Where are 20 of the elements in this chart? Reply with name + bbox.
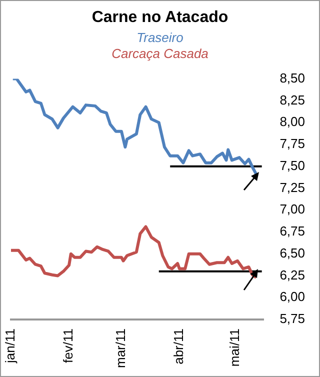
y-tick-label: 8,00	[280, 114, 306, 130]
y-tick-label: 5,75	[280, 311, 306, 326]
x-tick-label: abr/11	[171, 328, 186, 364]
y-tick-label: 7,00	[280, 202, 306, 217]
y-tick-label: 6,75	[280, 224, 306, 239]
x-tick-label: jan/11	[2, 328, 18, 364]
y-tick-label: 8,25	[280, 92, 306, 108]
y-tick-label: 7,75	[280, 136, 306, 152]
chart-title: Carne no Atacado	[90, 9, 230, 27]
x-tick-label: mai/11	[227, 328, 242, 367]
x-tick-label: fev/11	[60, 328, 76, 363]
x-tick-label: mar/11	[113, 328, 128, 368]
y-tick-label: 7,25	[280, 180, 306, 195]
y-tick-label: 6,25	[280, 267, 306, 282]
text: Carcaça Casada	[110, 46, 210, 62]
y-tick-label: 8,50	[280, 70, 306, 86]
y-tick-label: 7,50	[280, 158, 306, 173]
y-tick-label: 6,50	[280, 245, 306, 260]
text: Traseiro	[136, 30, 184, 46]
y-tick-label: 6,00	[280, 289, 306, 304]
